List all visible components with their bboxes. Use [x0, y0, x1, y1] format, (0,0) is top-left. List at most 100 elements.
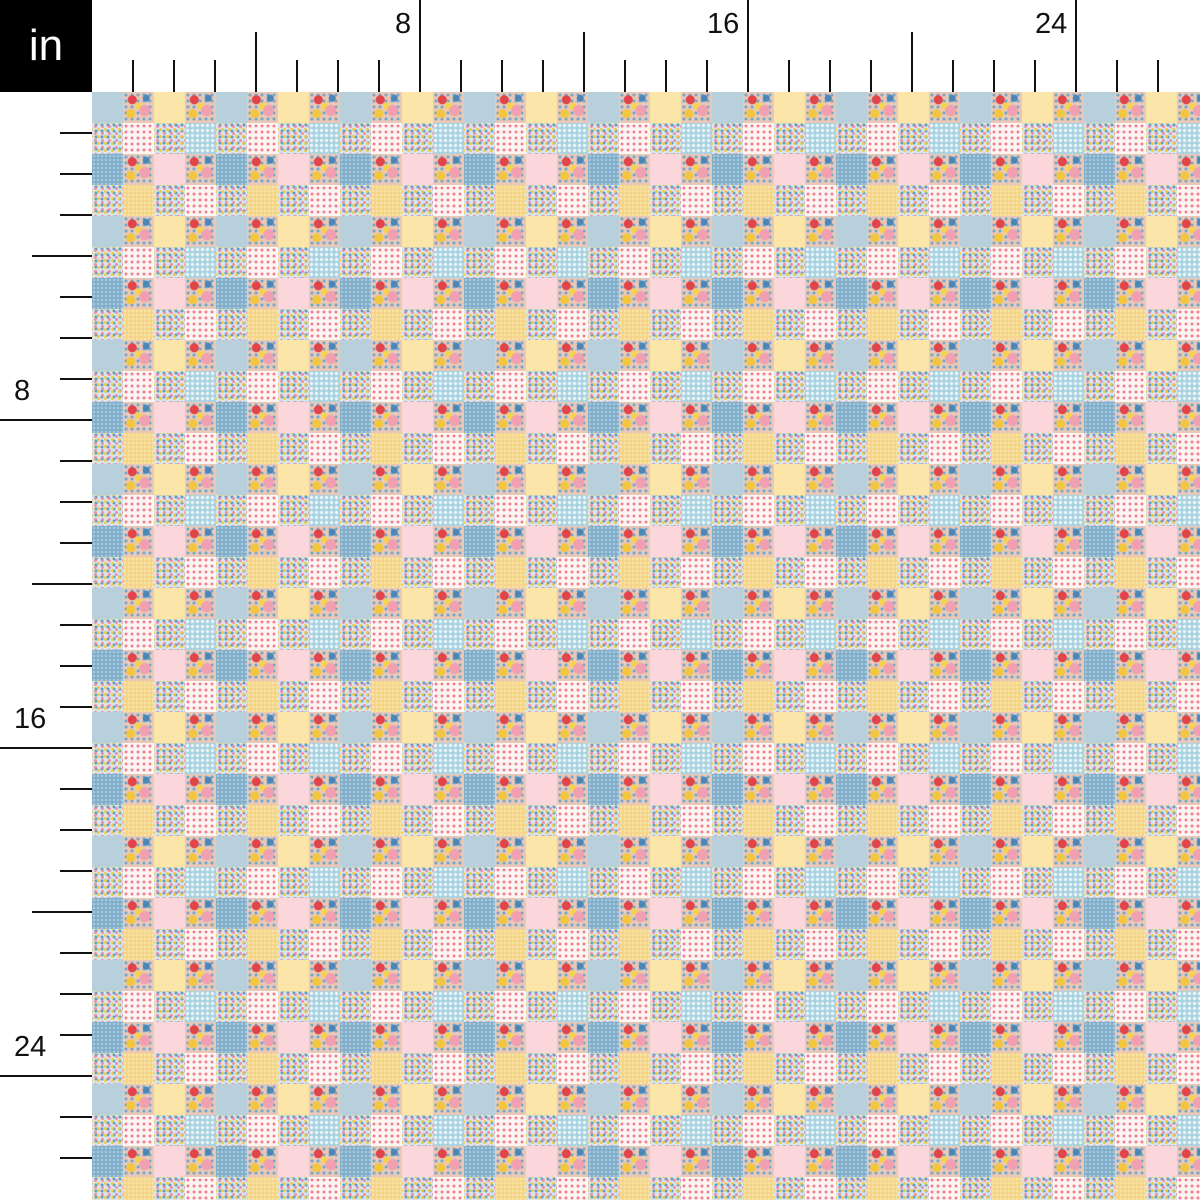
patch-dots-white: [867, 495, 898, 526]
patch-floral: [867, 588, 898, 619]
patch-dots-white: [929, 681, 960, 712]
patch-floral: [123, 92, 154, 123]
left-ruler: 8 16 24: [0, 92, 92, 1200]
patch-dots-white: [743, 991, 774, 1022]
patch-light-blue-pattern: [805, 371, 836, 402]
patch-small-floral: [278, 433, 309, 464]
patch-floral: [309, 92, 340, 123]
patch-dots-white: [371, 619, 402, 650]
patch-yellow-texture: [1115, 557, 1146, 588]
patch-floral: [1115, 154, 1146, 185]
patch-yellow: [278, 836, 309, 867]
patch-small-floral: [712, 123, 743, 154]
patch-light-blue-pattern: [805, 867, 836, 898]
patch-floral: [1177, 588, 1200, 619]
patch-small-floral: [464, 991, 495, 1022]
ruler-tick: [32, 583, 92, 585]
patch-dots-white: [247, 1115, 278, 1146]
patch-dots-white: [991, 867, 1022, 898]
patch-floral: [433, 526, 464, 557]
patch-small-floral: [526, 1053, 557, 1084]
patch-dots-white: [619, 743, 650, 774]
patch-small-floral: [402, 1053, 433, 1084]
patch-floral: [805, 340, 836, 371]
patch-light-blue-pattern: [309, 991, 340, 1022]
patch-small-floral: [898, 619, 929, 650]
patch-small-floral: [278, 867, 309, 898]
ruler-tick: [60, 870, 92, 872]
ruler-tick: [60, 173, 92, 175]
patch-blue: [588, 588, 619, 619]
patch-small-floral: [960, 185, 991, 216]
patch-dots-white: [991, 1115, 1022, 1146]
patch-dots-white: [185, 929, 216, 960]
patch-dots-white: [743, 1115, 774, 1146]
patch-medium-blue: [92, 898, 123, 929]
patch-small-floral: [1022, 185, 1053, 216]
patch-floral: [929, 650, 960, 681]
patch-floral: [991, 898, 1022, 929]
patch-floral: [867, 960, 898, 991]
patch-small-floral: [216, 185, 247, 216]
patch-pink: [650, 774, 681, 805]
patch-small-floral: [588, 1053, 619, 1084]
patch-small-floral: [1084, 309, 1115, 340]
patch-dots-white: [433, 433, 464, 464]
patch-small-floral: [154, 929, 185, 960]
patch-dots-white: [1053, 433, 1084, 464]
patch-floral: [929, 1084, 960, 1115]
patch-dots-white: [1115, 991, 1146, 1022]
patch-blue: [92, 1084, 123, 1115]
patch-dots-white: [619, 247, 650, 278]
patch-small-floral: [464, 1177, 495, 1200]
patch-pink: [154, 402, 185, 433]
patch-light-blue-pattern: [309, 743, 340, 774]
patch-floral: [867, 650, 898, 681]
patch-light-blue-pattern: [557, 371, 588, 402]
patch-yellow: [898, 1084, 929, 1115]
patch-medium-blue: [92, 1146, 123, 1177]
patch-small-floral: [92, 619, 123, 650]
patch-yellow-texture: [371, 433, 402, 464]
patch-yellow: [526, 836, 557, 867]
patch-light-blue-pattern: [681, 991, 712, 1022]
patch-medium-blue: [340, 402, 371, 433]
patch-floral: [1177, 526, 1200, 557]
ruler-tick: [60, 1034, 92, 1036]
patch-small-floral: [464, 495, 495, 526]
patch-small-floral: [464, 557, 495, 588]
patch-small-floral: [650, 1053, 681, 1084]
patch-small-floral: [526, 991, 557, 1022]
patch-floral: [867, 898, 898, 929]
patch-light-blue-pattern: [929, 371, 960, 402]
patch-dots-white: [743, 371, 774, 402]
patch-medium-blue: [960, 650, 991, 681]
patch-small-floral: [92, 247, 123, 278]
patch-dots-white: [1115, 123, 1146, 154]
patch-yellow-texture: [991, 185, 1022, 216]
patch-blue: [340, 1084, 371, 1115]
patch-small-floral: [1022, 805, 1053, 836]
patch-small-floral: [464, 371, 495, 402]
patch-floral: [495, 464, 526, 495]
patch-medium-blue: [836, 1022, 867, 1053]
patch-blue: [588, 92, 619, 123]
patch-yellow-texture: [247, 805, 278, 836]
patch-floral: [247, 712, 278, 743]
ruler-tick: [0, 747, 92, 749]
ruler-tick: [32, 255, 92, 257]
patch-floral: [619, 1146, 650, 1177]
patch-floral: [991, 960, 1022, 991]
patch-light-blue-pattern: [929, 743, 960, 774]
patch-light-blue-pattern: [433, 495, 464, 526]
patch-blue: [92, 588, 123, 619]
patch-medium-blue: [960, 278, 991, 309]
patch-small-floral: [836, 557, 867, 588]
patch-yellow: [1022, 712, 1053, 743]
patch-medium-blue: [836, 278, 867, 309]
patch-blue: [92, 836, 123, 867]
patch-dots-white: [929, 805, 960, 836]
patch-small-floral: [402, 247, 433, 278]
ruler-tick: [747, 0, 749, 92]
ruler-tick: [706, 60, 708, 92]
